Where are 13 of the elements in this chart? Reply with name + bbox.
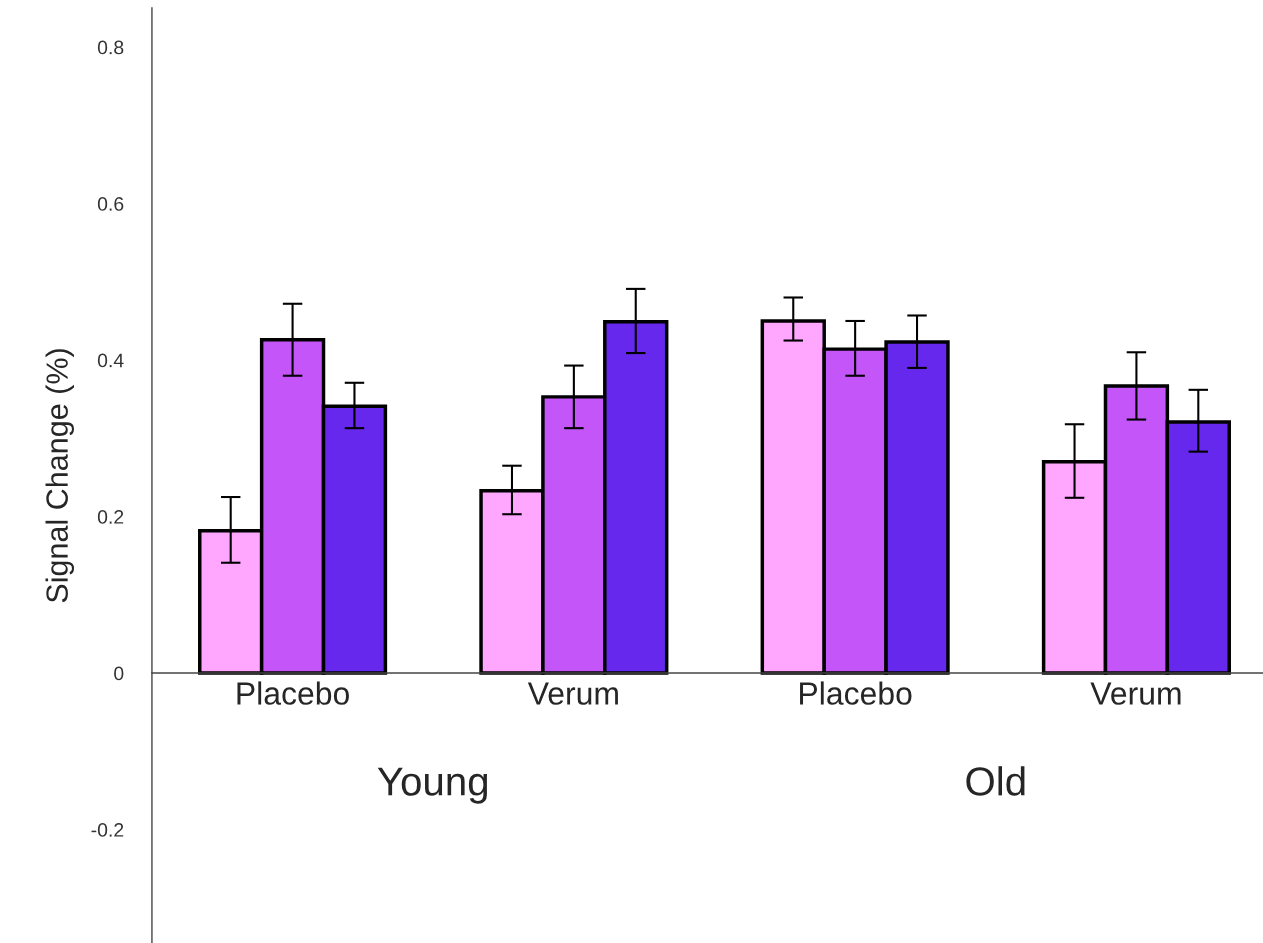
y-tick-label: -0.2: [91, 823, 124, 837]
y-tick-label: 0.6: [97, 197, 124, 211]
y-tick-label: 0.2: [97, 510, 124, 524]
annotation: Young: [377, 767, 488, 804]
x-tick-label: Verum: [1090, 682, 1181, 705]
x-tick-label: Placebo: [800, 681, 912, 705]
y-tick-label: 0.4: [97, 353, 124, 368]
x-tick-label: Verum: [527, 682, 618, 705]
y-tick-label: 0.8: [97, 40, 124, 55]
annotation: Old: [966, 766, 1025, 796]
x-tick-label: Placebo: [237, 681, 349, 705]
y-tick-label: 0: [114, 666, 124, 681]
y-axis-title: Signal Change (%): [45, 349, 74, 603]
